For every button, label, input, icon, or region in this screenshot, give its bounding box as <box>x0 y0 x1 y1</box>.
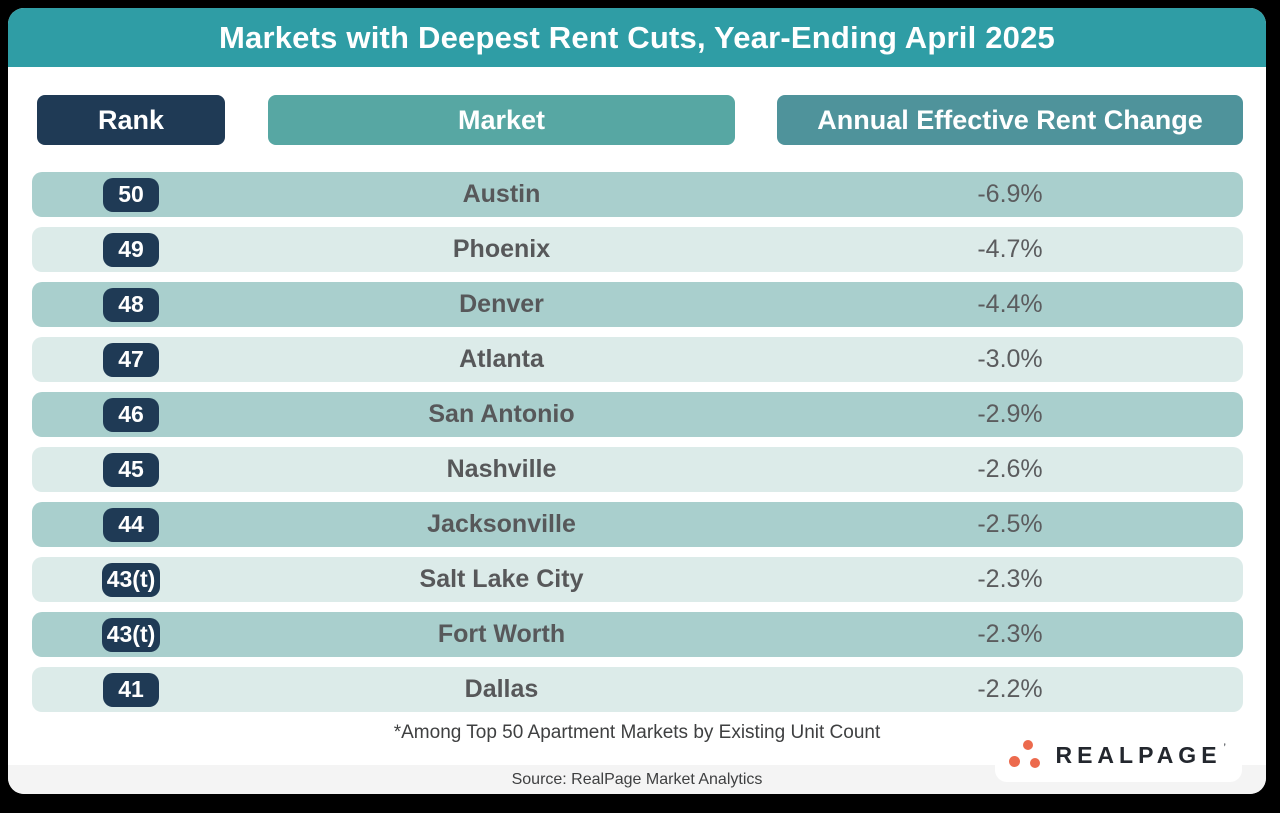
market-name: Austin <box>462 180 541 208</box>
source-text: Source: RealPage Market Analytics <box>511 770 763 788</box>
footnote: *Among Top 50 Apartment Markets by Exist… <box>393 722 881 743</box>
market-name: Denver <box>459 290 544 318</box>
market-name: Dallas <box>464 675 539 703</box>
table-row: 48 Denver -4.4% <box>32 282 1243 327</box>
rent-change-value: -3.0% <box>977 345 1043 373</box>
column-headers: Rank Market Annual Effective Rent Change <box>8 95 1266 145</box>
market-name: Salt Lake City <box>419 565 584 593</box>
chart-title: Markets with Deepest Rent Cuts, Year-End… <box>219 19 1055 55</box>
table-row: 49 Phoenix -4.7% <box>32 227 1243 272</box>
table-row: 41 Dallas -2.2% <box>32 667 1243 712</box>
rank-cell: 44 <box>37 507 225 542</box>
column-header-change: Annual Effective Rent Change <box>777 95 1243 145</box>
rent-change-value: -2.5% <box>977 510 1043 538</box>
table-row: 50 Austin -6.9% <box>32 172 1243 217</box>
rank-cell: 43(t) <box>37 562 225 597</box>
rent-change-value: -2.9% <box>977 400 1043 428</box>
table-row: 45 Nashville -2.6% <box>32 447 1243 492</box>
rank-cell: 50 <box>37 177 225 212</box>
market-name: Phoenix <box>452 235 551 263</box>
trademark-mark: ’ <box>1223 742 1226 754</box>
rank-cell: 49 <box>37 232 225 267</box>
rent-change-value: -4.4% <box>977 290 1043 318</box>
realpage-logo: REALPAGE ’ <box>995 730 1242 782</box>
rent-change-value: -2.2% <box>977 675 1043 703</box>
rank-cell: 47 <box>37 342 225 377</box>
title-banner: Markets with Deepest Rent Cuts, Year-End… <box>8 8 1266 67</box>
rank-badge: 44 <box>103 507 159 542</box>
market-name: Atlanta <box>459 345 544 373</box>
market-name: Nashville <box>446 455 557 483</box>
rank-badge: 47 <box>103 342 159 377</box>
rank-cell: 41 <box>37 672 225 707</box>
rank-badge: 49 <box>103 232 159 267</box>
rank-cell: 48 <box>37 287 225 322</box>
column-header-rank: Rank <box>37 95 225 145</box>
rank-badge: 46 <box>103 397 159 432</box>
table-row: 43(t) Fort Worth -2.3% <box>32 612 1243 657</box>
rank-cell: 46 <box>37 397 225 432</box>
table-row: 44 Jacksonville -2.5% <box>32 502 1243 547</box>
rent-change-value: -2.3% <box>977 565 1043 593</box>
table-body: 50 Austin -6.9% 49 Phoenix -4.7% 48 Denv… <box>8 172 1266 712</box>
rent-change-value: -4.7% <box>977 235 1043 263</box>
market-name: San Antonio <box>428 400 575 428</box>
table-row: 43(t) Salt Lake City -2.3% <box>32 557 1243 602</box>
table-row: 47 Atlanta -3.0% <box>32 337 1243 382</box>
infographic-card: Markets with Deepest Rent Cuts, Year-End… <box>8 8 1266 794</box>
rank-badge: 45 <box>103 452 159 487</box>
table-row: 46 San Antonio -2.9% <box>32 392 1243 437</box>
rank-badge: 43(t) <box>101 617 161 652</box>
realpage-logo-text: REALPAGE <box>1055 741 1222 768</box>
rank-badge: 41 <box>103 672 159 707</box>
market-name: Fort Worth <box>437 620 566 648</box>
market-name: Jacksonville <box>427 510 576 538</box>
column-header-market: Market <box>268 95 735 145</box>
rent-change-value: -6.9% <box>977 180 1043 208</box>
rank-cell: 43(t) <box>37 617 225 652</box>
rent-change-value: -2.6% <box>977 455 1043 483</box>
realpage-dots-icon <box>1009 740 1043 770</box>
rank-badge: 43(t) <box>101 562 161 597</box>
rent-change-value: -2.3% <box>977 620 1043 648</box>
rank-badge: 48 <box>103 287 159 322</box>
rank-badge: 50 <box>103 177 159 212</box>
rank-cell: 45 <box>37 452 225 487</box>
